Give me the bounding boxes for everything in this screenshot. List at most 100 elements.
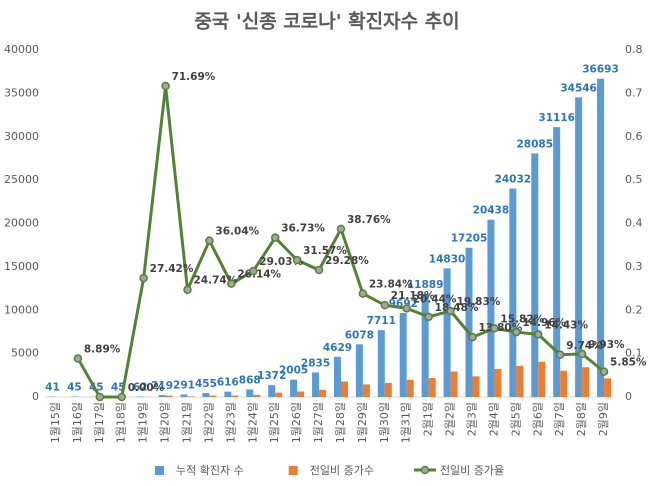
- y-tick-label: 20000: [4, 217, 39, 230]
- value-label: 29.03%: [259, 256, 303, 268]
- y-tick-label: 5000: [11, 347, 39, 360]
- value-label: 5.85%: [610, 357, 647, 369]
- x-tick-label: 1월22일: [201, 402, 215, 443]
- marker: [161, 81, 170, 91]
- y2-tick-label: 0.1: [625, 347, 643, 360]
- value-label: 9.74%: [566, 340, 603, 352]
- y-tick-label: 30000: [4, 130, 39, 143]
- marker: [336, 224, 346, 234]
- bar: [487, 219, 495, 397]
- value-label: 20.44%: [413, 293, 457, 305]
- x-tick-label: 2월2일: [443, 402, 457, 436]
- bar: [165, 395, 173, 397]
- value-label: 2835: [301, 357, 330, 369]
- value-label: 36.73%: [281, 223, 325, 235]
- legend-label: 전일비 증가수: [310, 463, 374, 477]
- marker: [490, 324, 499, 333]
- value-label: 24.74%: [194, 275, 238, 287]
- value-label: 868: [239, 374, 261, 386]
- bar: [340, 381, 348, 397]
- marker: [270, 233, 280, 242]
- bar: [494, 368, 502, 397]
- value-label: 71.69%: [172, 71, 216, 83]
- x-tick-label: 1월21일: [180, 402, 194, 443]
- marker: [577, 349, 587, 359]
- bar: [531, 153, 539, 397]
- legend-swatch: [155, 466, 164, 475]
- marker: [314, 265, 324, 275]
- y2-tick-label: 0: [625, 390, 632, 403]
- x-tick-label: 1월30일: [377, 402, 391, 443]
- value-label: 36693: [582, 64, 619, 76]
- legend-swatch: [420, 465, 430, 475]
- x-tick-label: 1월16일: [70, 402, 84, 443]
- value-label: 24032: [495, 174, 532, 186]
- y2-tick-label: 0.3: [625, 260, 643, 273]
- bar: [472, 376, 480, 397]
- x-tick-label: 2월3일: [465, 402, 479, 436]
- value-label: 26.14%: [237, 269, 281, 281]
- value-label: 62: [133, 381, 148, 393]
- x-tick-label: 1월29일: [355, 402, 369, 443]
- marker: [512, 327, 521, 337]
- y2-tick-label: 0.7: [625, 86, 643, 99]
- x-tick-label: 2월7일: [552, 402, 566, 436]
- bar: [538, 361, 546, 397]
- value-label: 1372: [257, 370, 286, 382]
- marker: [358, 289, 368, 298]
- bar: [312, 372, 320, 397]
- marker: [402, 304, 411, 313]
- value-label: 13.80%: [479, 322, 523, 334]
- y2-tick-label: 0.8: [625, 43, 643, 56]
- value-label: 2005: [279, 365, 308, 377]
- marker: [205, 236, 214, 245]
- x-tick-label: 2월4일: [486, 402, 500, 436]
- y-tick-label: 15000: [4, 260, 39, 273]
- value-label: 21.18%: [391, 290, 435, 302]
- marker: [73, 354, 83, 363]
- value-label: 36.04%: [215, 226, 259, 238]
- value-label: 29.28%: [325, 255, 369, 267]
- value-label: 18.48%: [435, 302, 479, 314]
- value-label: 9.93%: [588, 339, 625, 351]
- marker: [534, 330, 543, 339]
- marker: [380, 300, 390, 310]
- value-label: 38.76%: [347, 214, 391, 226]
- y2-tick-label: 0.2: [625, 303, 643, 316]
- marker: [183, 285, 192, 294]
- marker: [95, 392, 105, 402]
- bar: [399, 312, 407, 397]
- bar: [297, 391, 305, 397]
- x-tick-label: 2월5일: [508, 402, 522, 436]
- value-label: 291: [173, 379, 195, 391]
- bar: [319, 389, 327, 397]
- bar: [290, 379, 298, 397]
- y-tick-label: 40000: [4, 43, 39, 56]
- y2-tick-label: 0.6: [625, 130, 643, 143]
- value-label: 0.00%: [128, 382, 165, 394]
- x-tick-label: 1월24일: [245, 402, 259, 443]
- bar: [450, 371, 458, 397]
- value-label: 15.82%: [500, 313, 544, 325]
- value-label: 219: [151, 380, 173, 392]
- x-tick-label: 1월15일: [48, 402, 62, 443]
- bar: [384, 382, 392, 397]
- value-label: 27.42%: [150, 263, 194, 275]
- x-tick-label: 1월25일: [267, 402, 281, 443]
- marker: [227, 279, 236, 288]
- y-tick-label: 25000: [4, 173, 39, 186]
- bar: [421, 293, 429, 397]
- y-tick-label: 35000: [4, 86, 39, 99]
- value-label: 45: [67, 382, 82, 394]
- bar: [268, 385, 276, 397]
- bar: [443, 268, 451, 397]
- value-label: 17205: [451, 233, 488, 245]
- marker: [446, 306, 455, 316]
- bar: [187, 396, 195, 397]
- bar: [377, 330, 385, 397]
- value-label: 23.84%: [369, 279, 413, 291]
- bar: [333, 356, 341, 397]
- y-tick-label: 0: [32, 390, 39, 403]
- bar: [604, 378, 612, 397]
- bar: [553, 127, 561, 398]
